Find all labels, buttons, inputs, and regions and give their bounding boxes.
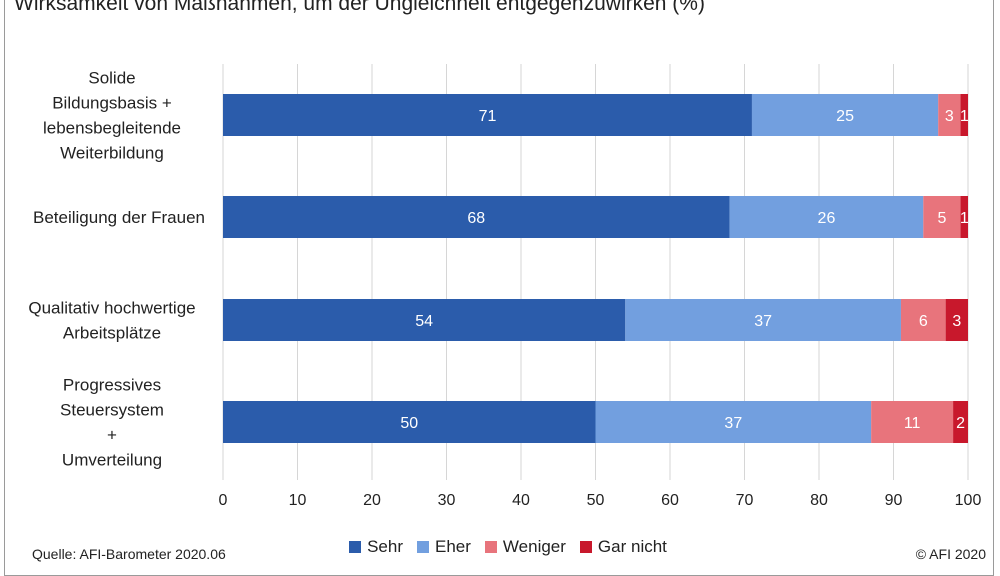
bar-gar-nicht-3: [953, 401, 968, 443]
category-label-3-line-3: Umverteilung: [62, 451, 162, 470]
bar-label-sehr-0: 71: [479, 108, 497, 125]
bar-label-gar-nicht-1: 1: [960, 210, 969, 227]
x-tick-label-50: 50: [587, 492, 605, 509]
bar-label-gar-nicht-0: 1: [960, 108, 969, 125]
x-tick-label-10: 10: [289, 492, 307, 509]
legend-swatch: [484, 541, 497, 553]
bar-gar-nicht-0: [960, 94, 968, 136]
bar-label-gar-nicht-3: 2: [956, 415, 965, 432]
legend-item-sehr: Sehr: [349, 535, 403, 559]
bar-label-gar-nicht-2: 3: [952, 313, 961, 330]
x-tick-label-0: 0: [219, 492, 228, 509]
stacked-bar-chart: 71 25 3 168 26 5 154 37 6 350 37 11 2 SolideBildungs…: [28, 64, 982, 509]
legend-label: Eher: [435, 537, 471, 556]
bar-eher-1: [729, 196, 924, 238]
bars: 71 25 3 168 26 5 154 37 6 350 37 11 2: [223, 94, 969, 443]
legend-swatch: [417, 541, 429, 553]
category-label-0-line-2: lebensbegleitende: [43, 119, 181, 138]
bar-label-weniger-1: 5: [937, 210, 946, 227]
x-tick-label-30: 30: [438, 492, 456, 509]
bar-label-eher-3: 37: [724, 415, 742, 432]
bar-sehr-1: [223, 196, 730, 238]
bar-gar-nicht-1: [960, 196, 968, 238]
bar-eher-3: [595, 401, 872, 443]
x-axis-ticks: 0 10 20 30 40 50 60 70 80 90 100: [219, 492, 982, 509]
legend-swatch: [579, 541, 592, 553]
category-label-1-line-0: Beteiligung der Frauen: [33, 208, 205, 227]
bar-label-eher-2: 37: [754, 313, 772, 330]
category-label-2-line-1: Arbeitsplätze: [63, 324, 161, 343]
bar-weniger-0: [938, 94, 961, 136]
x-tick-label-20: 20: [363, 492, 381, 509]
bar-label-weniger-0: 3: [945, 108, 954, 125]
bar-weniger-2: [900, 299, 946, 341]
category-label-3-line-0: Progressives: [63, 376, 161, 395]
category-label-2-line-0: Qualitativ hochwertige: [28, 299, 195, 318]
bar-label-sehr-3: 50: [400, 415, 418, 432]
bar-label-eher-0: 25: [836, 108, 854, 125]
bar-label-eher-1: 26: [818, 210, 836, 227]
bar-sehr-0: [223, 94, 752, 136]
legend-label: Sehr: [367, 537, 403, 556]
legend-item-weniger: Weniger: [484, 535, 566, 559]
x-tick-label-70: 70: [736, 492, 754, 509]
x-tick-label-40: 40: [512, 492, 530, 509]
x-tick-label-60: 60: [661, 492, 679, 509]
bar-sehr-3: [223, 401, 596, 443]
bar-label-sehr-2: 54: [415, 313, 433, 330]
bar-label-weniger-2: 6: [919, 313, 928, 330]
category-labels: Solide Bildungsbasis + lebensbegleitende We…: [28, 69, 205, 470]
legend-label: Gar nicht: [597, 537, 667, 556]
copyright-note: © AFI 2020: [915, 546, 986, 562]
bar-eher-2: [625, 299, 901, 341]
category-label-0-line-0: Solide: [88, 69, 135, 88]
bar-sehr-2: [223, 299, 626, 341]
x-tick-label-80: 80: [810, 492, 828, 509]
x-tick-label-90: 90: [885, 492, 903, 509]
legend-label: Weniger: [502, 537, 566, 556]
category-label-0-line-3: Weiterbildung: [60, 144, 164, 163]
legend-item-gar-nicht: Gar nicht: [579, 535, 667, 559]
bar-weniger-3: [871, 401, 954, 443]
category-label-3-line-1: Steuersystem: [60, 401, 164, 420]
legend-swatch: [349, 541, 362, 553]
bar-label-weniger-3: 11: [904, 415, 921, 432]
chart-title: Wirksamkeit von Maßnahmen, um der Unglei…: [14, 0, 705, 15]
category-label-3-line-2: +: [107, 426, 117, 445]
legend: Sehr Eher Weniger Gar nicht: [0, 535, 1000, 559]
x-tick-label-100: 100: [955, 492, 982, 509]
legend-item-eher: Eher: [417, 535, 471, 559]
bar-gar-nicht-2: [945, 299, 968, 341]
bar-weniger-1: [923, 196, 961, 238]
source-note: Quelle: AFI-Barometer 2020.06: [32, 546, 226, 562]
category-label-0-line-1: Bildungsbasis +: [52, 94, 172, 113]
bar-label-sehr-1: 68: [467, 210, 485, 227]
bar-eher-0: [751, 94, 939, 136]
